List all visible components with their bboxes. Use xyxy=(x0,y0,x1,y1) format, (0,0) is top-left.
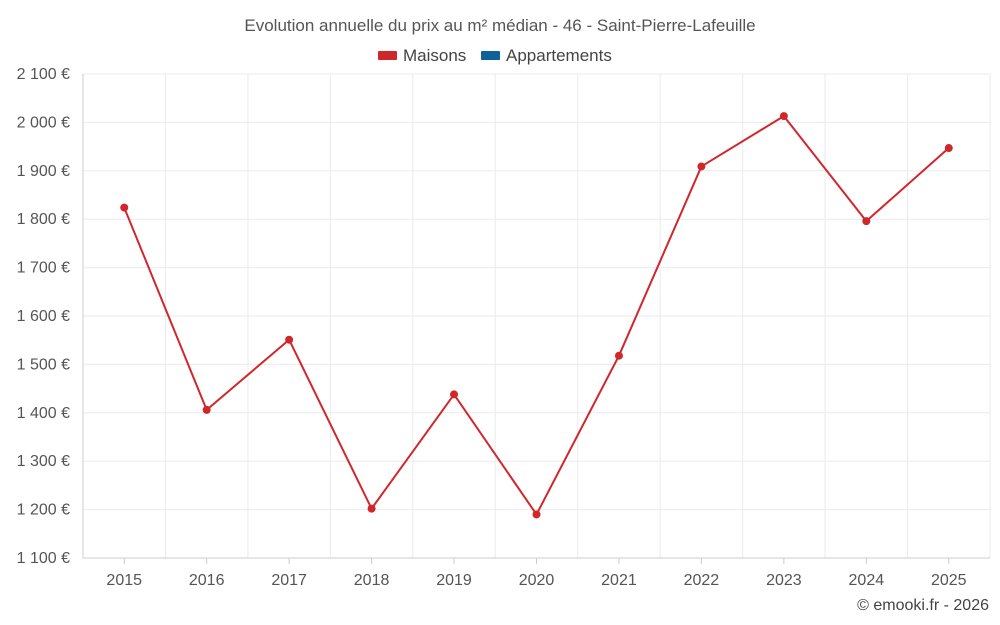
y-tick-label: 1 700 € xyxy=(17,260,70,277)
y-tick-label: 1 900 € xyxy=(17,163,70,180)
x-tick-label: 2022 xyxy=(684,572,720,589)
series-layer xyxy=(120,112,953,519)
legend-swatch-maisons xyxy=(378,51,397,60)
chart-title: Evolution annuelle du prix au m² médian … xyxy=(244,16,755,35)
y-tick-label: 2 100 € xyxy=(17,66,70,83)
data-point[interactable] xyxy=(779,112,788,121)
data-point[interactable] xyxy=(450,390,459,399)
x-tick-label: 2020 xyxy=(519,572,555,589)
credit-text: © emooki.fr - 2026 xyxy=(857,597,989,614)
data-point[interactable] xyxy=(120,203,129,212)
y-tick-label: 1 400 € xyxy=(17,405,70,422)
x-tick-label: 2025 xyxy=(931,572,967,589)
legend: Maisons Appartements xyxy=(378,46,612,65)
data-point[interactable] xyxy=(614,351,623,360)
x-axis: 2015 2016 2017 2018 2019 2020 2021 2022 2023 2024… xyxy=(83,557,990,589)
y-tick-label: 1 500 € xyxy=(17,356,70,373)
y-tick-label: 1 100 € xyxy=(17,550,70,567)
x-tick-label: 2024 xyxy=(849,572,885,589)
grid-lines xyxy=(82,73,991,559)
data-point[interactable] xyxy=(367,504,376,513)
legend-label-appartements[interactable]: Appartements xyxy=(506,46,612,65)
legend-swatch-appartements xyxy=(481,51,500,60)
data-point[interactable] xyxy=(697,162,706,171)
data-point[interactable] xyxy=(862,217,871,226)
x-tick-label: 2017 xyxy=(271,572,307,589)
y-tick-label: 1 200 € xyxy=(17,502,70,519)
data-point[interactable] xyxy=(944,144,953,153)
x-tick-label: 2016 xyxy=(189,572,225,589)
data-point[interactable] xyxy=(285,335,294,344)
data-point[interactable] xyxy=(202,405,211,414)
data-point[interactable] xyxy=(532,510,541,519)
y-tick-label: 1 800 € xyxy=(17,211,70,228)
legend-label-maisons[interactable]: Maisons xyxy=(403,46,466,65)
y-tick-label: 2 000 € xyxy=(17,114,70,131)
x-tick-label: 2015 xyxy=(106,572,142,589)
y-axis: 1 100 € 1 200 € 1 300 € 1 400 € 1 500 € 1 600… xyxy=(17,66,84,567)
x-tick-label: 2021 xyxy=(601,572,637,589)
y-tick-label: 1 600 € xyxy=(17,308,70,325)
x-tick-label: 2018 xyxy=(354,572,390,589)
y-tick-label: 1 300 € xyxy=(17,453,70,470)
x-tick-label: 2019 xyxy=(436,572,472,589)
x-tick-label: 2023 xyxy=(766,572,802,589)
